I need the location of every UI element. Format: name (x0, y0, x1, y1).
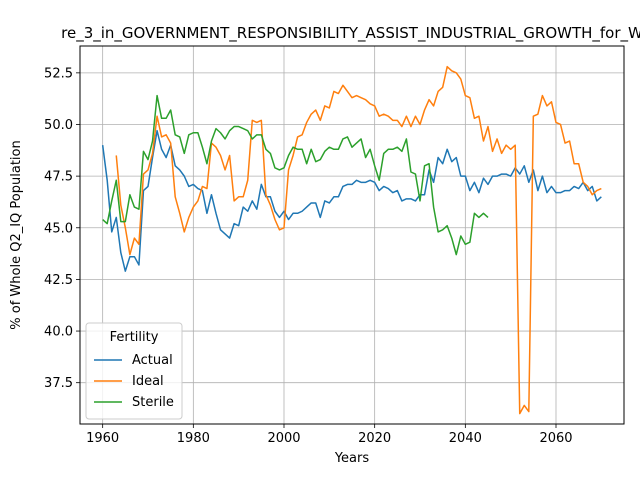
chart-title: re_3_in_GOVERNMENT_RESPONSIBILITY_ASSIST… (61, 24, 640, 43)
legend-title: Fertility (110, 330, 159, 345)
y-tick-label: 47.5 (44, 170, 73, 185)
legend-box (85, 322, 183, 420)
y-tick-label: 40.0 (44, 325, 73, 340)
x-axis-label: Years (334, 451, 370, 466)
y-tick-label: 50.0 (44, 118, 73, 133)
x-tick-label: 2040 (449, 431, 482, 446)
x-axis-ticks: 1960 1980 2000 2020 2040 2060 (86, 424, 573, 446)
x-tick-label: 2000 (267, 431, 300, 446)
series-line-actual (101, 129, 602, 272)
x-tick-label: 1960 (86, 431, 119, 446)
y-axis-label: % of Whole Q2_IQ Population (9, 140, 24, 329)
legend-label-sterile: Sterile (132, 395, 174, 410)
legend-label-actual: Actual (132, 353, 173, 368)
y-tick-label: 45.0 (44, 221, 73, 236)
y-tick-label: 37.5 (44, 376, 73, 391)
plot-frame (79, 45, 625, 425)
series-lines (101, 65, 602, 415)
legend-label-ideal: Ideal (132, 374, 164, 389)
series-line-ideal (115, 65, 602, 415)
y-axis-ticks: 37.5 40.0 42.5 45.0 47.5 50.0 52.5 (44, 66, 80, 391)
y-tick-label: 42.5 (44, 273, 73, 288)
x-tick-label: 2060 (539, 431, 572, 446)
legend: Fertility Actual Ideal Sterile (85, 322, 183, 420)
x-tick-label: 1980 (177, 431, 210, 446)
x-tick-label: 2020 (358, 431, 391, 446)
y-tick-label: 52.5 (44, 66, 73, 81)
series-line-sterile (102, 94, 489, 256)
